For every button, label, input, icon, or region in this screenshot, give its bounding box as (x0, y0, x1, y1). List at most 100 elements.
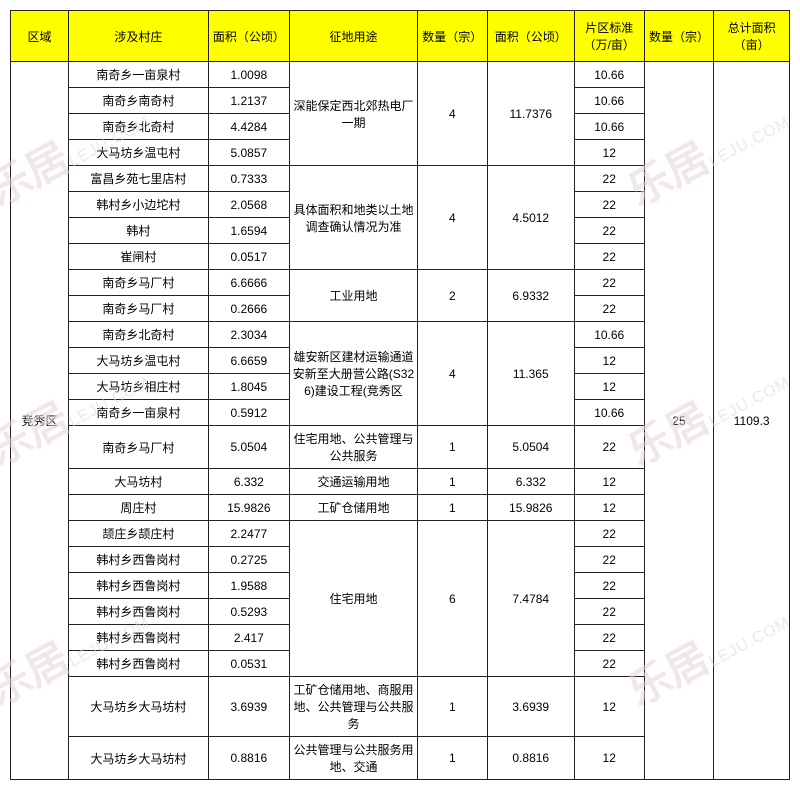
cell-qty2: 25 (644, 62, 714, 780)
cell-use: 工矿仓储用地 (290, 495, 418, 521)
cell-area: 0.0517 (208, 244, 289, 270)
cell-std: 12 (574, 469, 644, 495)
h-qty2: 数量（宗） (644, 11, 714, 62)
cell-area2: 6.332 (487, 469, 574, 495)
cell-village: 南奇乡北奇村 (69, 114, 209, 140)
cell-std: 22 (574, 192, 644, 218)
cell-qty: 1 (417, 426, 487, 469)
cell-village: 南奇乡马厂村 (69, 296, 209, 322)
cell-std: 22 (574, 651, 644, 677)
cell-std: 10.66 (574, 88, 644, 114)
land-table: 区域 涉及村庄 面积（公顷） 征地用途 数量（宗） 面积（公顷） 片区标准（万/… (10, 10, 790, 780)
cell-village: 大马坊乡大马坊村 (69, 677, 209, 737)
cell-area2: 5.0504 (487, 426, 574, 469)
cell-std: 10.66 (574, 62, 644, 88)
h-area2: 面积（公顷） (487, 11, 574, 62)
cell-use: 雄安新区建材运输通道安新至大册营公路(S326)建设工程(竞秀区 (290, 322, 418, 426)
cell-qty: 1 (417, 677, 487, 737)
cell-region: 竞秀区 (11, 62, 69, 780)
cell-village: 韩村乡西鲁岗村 (69, 651, 209, 677)
cell-qty: 4 (417, 322, 487, 426)
cell-village: 大马坊村 (69, 469, 209, 495)
cell-area: 15.9826 (208, 495, 289, 521)
table-body: 竞秀区南奇乡一亩泉村1.0098深能保定西北郊热电厂一期411.737610.6… (11, 62, 790, 780)
cell-area: 2.2477 (208, 521, 289, 547)
h-total: 总计面积（亩） (714, 11, 790, 62)
cell-village: 南奇乡马厂村 (69, 426, 209, 469)
cell-village: 韩村乡小边坨村 (69, 192, 209, 218)
cell-area: 4.4284 (208, 114, 289, 140)
h-use: 征地用途 (290, 11, 418, 62)
cell-village: 大马坊乡温屯村 (69, 348, 209, 374)
cell-area: 1.9588 (208, 573, 289, 599)
cell-village: 南奇乡北奇村 (69, 322, 209, 348)
cell-use: 工业用地 (290, 270, 418, 322)
cell-area: 0.2666 (208, 296, 289, 322)
cell-std: 22 (574, 244, 644, 270)
cell-area: 0.0531 (208, 651, 289, 677)
cell-use: 公共管理与公共服务用地、交通 (290, 737, 418, 780)
cell-area: 5.0504 (208, 426, 289, 469)
cell-qty: 4 (417, 166, 487, 270)
cell-qty: 4 (417, 62, 487, 166)
h-area: 面积（公顷） (208, 11, 289, 62)
cell-qty: 6 (417, 521, 487, 677)
cell-qty: 1 (417, 495, 487, 521)
cell-area: 5.0857 (208, 140, 289, 166)
cell-std: 22 (574, 426, 644, 469)
h-qty: 数量（宗） (417, 11, 487, 62)
cell-area2: 0.8816 (487, 737, 574, 780)
cell-area2: 11.365 (487, 322, 574, 426)
cell-area: 2.3034 (208, 322, 289, 348)
cell-use: 交通运输用地 (290, 469, 418, 495)
cell-std: 22 (574, 296, 644, 322)
cell-use: 具体面积和地类以土地调查确认情况为准 (290, 166, 418, 270)
cell-area: 1.2137 (208, 88, 289, 114)
h-village: 涉及村庄 (69, 11, 209, 62)
cell-std: 22 (574, 599, 644, 625)
cell-std: 22 (574, 573, 644, 599)
cell-std: 12 (574, 677, 644, 737)
cell-village: 颉庄乡颉庄村 (69, 521, 209, 547)
header-row: 区域 涉及村庄 面积（公顷） 征地用途 数量（宗） 面积（公顷） 片区标准（万/… (11, 11, 790, 62)
cell-area: 0.5293 (208, 599, 289, 625)
cell-village: 南奇乡一亩泉村 (69, 400, 209, 426)
cell-village: 韩村乡西鲁岗村 (69, 547, 209, 573)
cell-std: 12 (574, 140, 644, 166)
cell-area: 0.5912 (208, 400, 289, 426)
cell-use: 住宅用地 (290, 521, 418, 677)
cell-area: 1.0098 (208, 62, 289, 88)
cell-area: 0.7333 (208, 166, 289, 192)
cell-std: 12 (574, 737, 644, 780)
cell-village: 大马坊乡大马坊村 (69, 737, 209, 780)
cell-area2: 11.7376 (487, 62, 574, 166)
cell-std: 12 (574, 374, 644, 400)
cell-area: 2.0568 (208, 192, 289, 218)
cell-use: 住宅用地、公共管理与公共服务 (290, 426, 418, 469)
cell-area2: 6.9332 (487, 270, 574, 322)
cell-qty: 1 (417, 469, 487, 495)
cell-village: 南奇乡马厂村 (69, 270, 209, 296)
cell-area2: 15.9826 (487, 495, 574, 521)
cell-std: 22 (574, 166, 644, 192)
cell-std: 22 (574, 218, 644, 244)
cell-area: 6.332 (208, 469, 289, 495)
cell-area: 1.8045 (208, 374, 289, 400)
cell-use: 深能保定西北郊热电厂一期 (290, 62, 418, 166)
cell-village: 富昌乡苑七里店村 (69, 166, 209, 192)
cell-area2: 4.5012 (487, 166, 574, 270)
cell-std: 22 (574, 625, 644, 651)
cell-qty: 2 (417, 270, 487, 322)
cell-qty: 1 (417, 737, 487, 780)
cell-use: 工矿仓储用地、商服用地、公共管理与公共服务 (290, 677, 418, 737)
cell-area: 6.6666 (208, 270, 289, 296)
cell-std: 10.66 (574, 322, 644, 348)
h-std: 片区标准（万/亩） (574, 11, 644, 62)
cell-village: 韩村乡西鲁岗村 (69, 625, 209, 651)
cell-std: 10.66 (574, 114, 644, 140)
cell-village: 大马坊乡相庄村 (69, 374, 209, 400)
cell-area: 0.8816 (208, 737, 289, 780)
cell-area2: 3.6939 (487, 677, 574, 737)
cell-std: 12 (574, 495, 644, 521)
h-region: 区域 (11, 11, 69, 62)
